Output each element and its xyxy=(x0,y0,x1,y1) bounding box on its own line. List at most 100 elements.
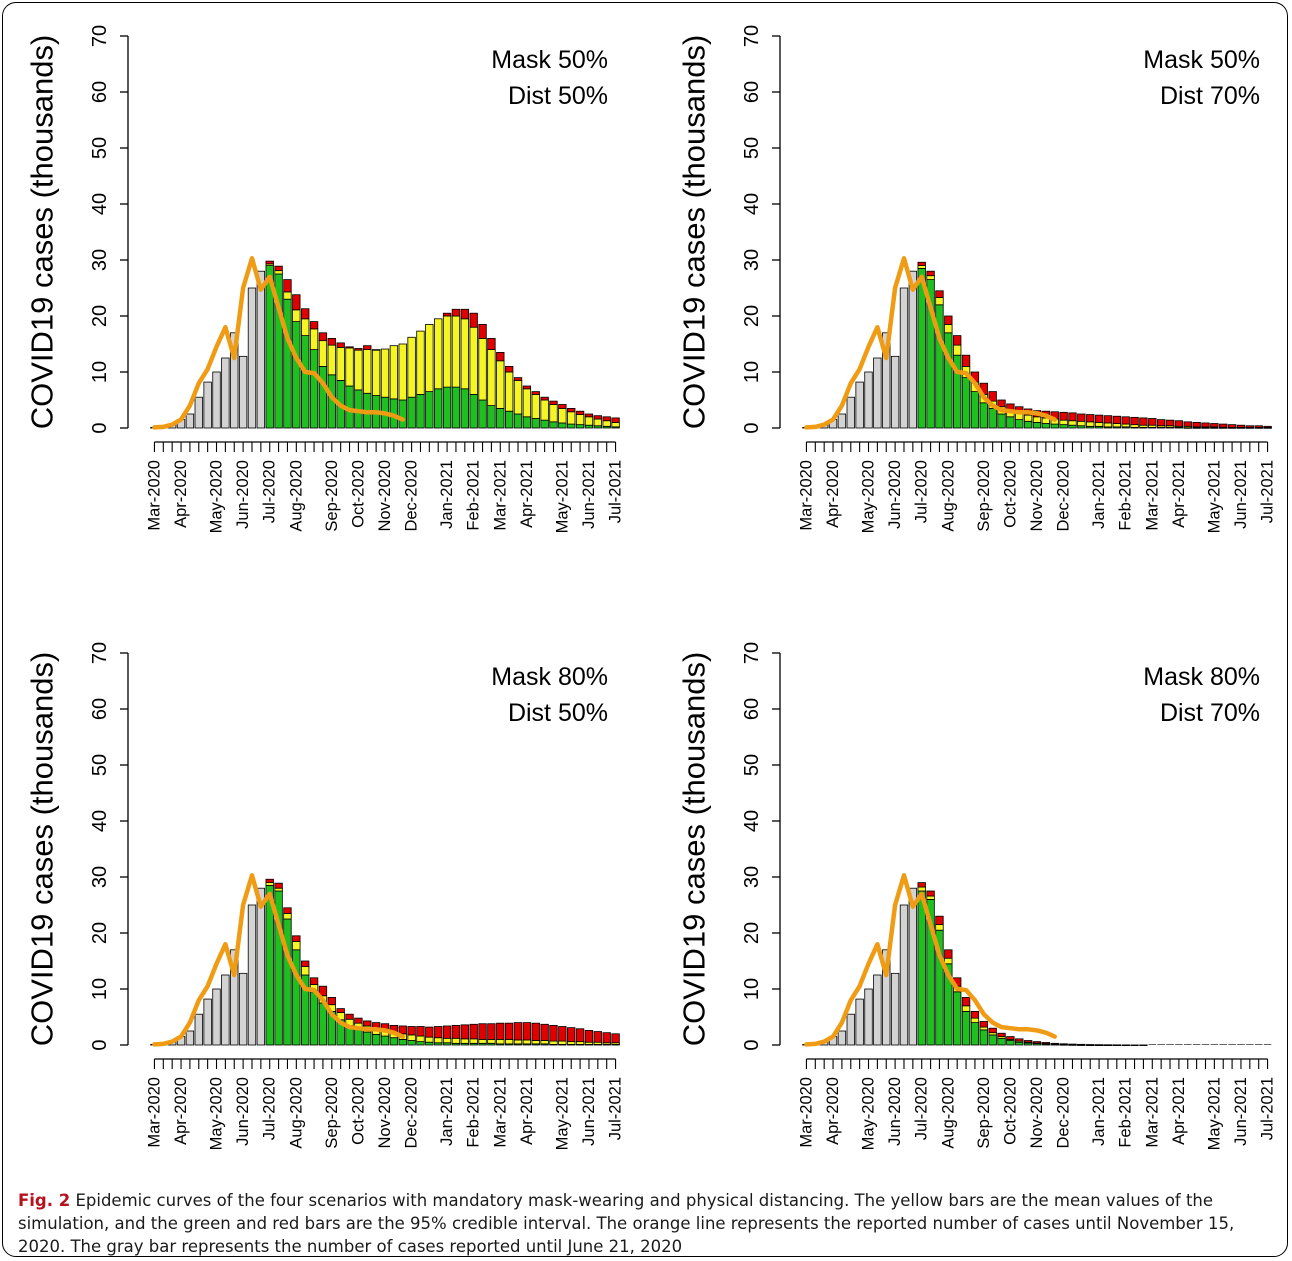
simulated-bar-upper xyxy=(979,1021,988,1028)
simulated-bar-mean xyxy=(265,882,274,886)
caption-label: Fig. 2 xyxy=(18,1191,71,1210)
simulated-bar-lower xyxy=(407,396,416,429)
simulated-bar-upper xyxy=(567,1027,576,1043)
simulated-bar-upper xyxy=(935,290,944,298)
simulated-bar-upper xyxy=(1086,1044,1095,1046)
chart-panel: 0 10 20 30 40 50 60 70 COVID19 cases (thousands)… xyxy=(25,642,625,1151)
x-tick-label: Aug-2020 xyxy=(939,1077,957,1149)
y-tick-label: 60 xyxy=(89,81,111,103)
x-tick-label: Dec-2020 xyxy=(403,1077,421,1149)
simulated-bar-lower xyxy=(549,421,558,429)
y-tick-label: 0 xyxy=(741,1039,763,1050)
simulated-bar-empty xyxy=(1210,1044,1219,1045)
simulated-bar-lower xyxy=(953,991,962,1046)
x-tick-label: Mar-2020 xyxy=(145,460,163,531)
x-tick-label: May-2021 xyxy=(1205,1077,1223,1150)
simulated-bar-upper xyxy=(1103,1044,1113,1046)
scenario-mask-label: Mask 50% xyxy=(1143,46,1260,74)
simulated-bar-mean xyxy=(593,418,602,427)
simulated-bar-upper xyxy=(513,1022,523,1041)
simulated-bar-upper xyxy=(1023,1040,1033,1043)
simulated-bar-mean xyxy=(513,379,523,415)
simulated-bar-upper xyxy=(1139,1044,1148,1046)
x-tick-label: Sep-2020 xyxy=(975,1077,993,1149)
simulated-bar-upper xyxy=(1263,425,1272,428)
simulated-bar-mean xyxy=(451,315,461,388)
simulated-bar-mean xyxy=(496,1038,505,1045)
reported-bar xyxy=(908,270,918,429)
simulated-bar-upper xyxy=(327,337,336,346)
simulated-bar-upper xyxy=(451,308,461,317)
simulated-bar-mean xyxy=(460,318,469,390)
simulated-bar-lower xyxy=(988,1034,997,1046)
x-tick-label: Sep-2020 xyxy=(323,1077,341,1149)
simulated-bar-upper xyxy=(558,404,567,409)
simulated-bar-upper xyxy=(283,907,292,914)
simulated-bar-upper xyxy=(531,1022,540,1041)
reported-bar xyxy=(899,287,909,429)
reported-bar xyxy=(882,949,891,1046)
x-tick-label: Oct-2020 xyxy=(1001,1077,1019,1145)
y-tick-label: 10 xyxy=(741,361,763,383)
simulated-bar-upper xyxy=(988,1027,997,1034)
simulated-bar-lower xyxy=(425,1041,434,1046)
simulated-bar-mean xyxy=(345,347,354,387)
simulated-bar-upper xyxy=(336,1008,345,1013)
y-tick-label: 40 xyxy=(741,810,763,832)
reported-bar xyxy=(837,413,847,429)
simulated-bar-lower xyxy=(478,399,487,429)
reported-bar xyxy=(864,371,873,429)
simulated-bar-empty xyxy=(1192,1044,1201,1045)
simulated-bar-upper xyxy=(944,315,953,325)
simulated-bar-upper xyxy=(575,410,585,415)
reported-bar xyxy=(212,371,221,429)
simulated-bar-mean xyxy=(1103,422,1113,428)
reported-cases-line xyxy=(152,256,405,430)
x-tick-label: Aug-2020 xyxy=(939,460,957,532)
simulated-bar-upper xyxy=(540,1023,549,1041)
simulated-bar-lower xyxy=(442,386,452,429)
simulated-bar-mean xyxy=(442,1037,452,1044)
scenario-dist-label: Dist 70% xyxy=(1160,82,1260,110)
simulated-bar-upper xyxy=(301,308,310,320)
simulated-bar-upper xyxy=(944,949,953,959)
x-tick-label: May-2020 xyxy=(208,460,226,533)
simulated-bar-mean xyxy=(944,323,953,334)
simulated-bar-lower xyxy=(283,298,292,429)
simulated-bar-mean xyxy=(380,348,390,398)
reported-bar xyxy=(221,357,230,429)
simulated-bar-lower xyxy=(988,407,997,429)
simulated-bar-mean xyxy=(1086,421,1095,427)
simulated-bar-upper xyxy=(496,1022,505,1040)
x-tick-label: Dec-2020 xyxy=(1055,460,1073,532)
simulated-bar-upper xyxy=(469,312,478,328)
y-tick-label: 0 xyxy=(741,422,763,433)
simulated-bar-lower xyxy=(309,991,319,1046)
simulated-bar-upper xyxy=(354,348,363,351)
x-tick-label: Apr-2020 xyxy=(172,1077,190,1145)
x-tick-label: Mar-2021 xyxy=(491,460,509,531)
simulated-bar-mean xyxy=(1077,420,1086,427)
simulated-bar-upper xyxy=(602,416,611,422)
simulated-bar-lower xyxy=(979,1029,988,1046)
x-tick-label: Jul-2021 xyxy=(1259,460,1277,523)
y-axis-label: COVID19 cases (thousands) xyxy=(25,35,60,430)
simulated-bar-upper xyxy=(292,935,301,942)
y-tick-label: 70 xyxy=(741,25,763,47)
reported-bar xyxy=(230,332,239,429)
simulated-bar-upper xyxy=(1086,414,1095,423)
x-tick-label: Feb-2021 xyxy=(1117,460,1135,531)
reported-bar xyxy=(846,1013,855,1046)
simulated-bar-upper xyxy=(1103,415,1113,424)
y-tick-label: 20 xyxy=(741,922,763,944)
simulated-bar-upper xyxy=(961,996,971,1007)
simulated-bar-mean xyxy=(389,345,399,400)
simulated-bar-mean xyxy=(917,265,926,269)
reported-bar xyxy=(882,332,891,429)
simulated-bar-lower xyxy=(567,423,576,429)
simulated-bar-lower xyxy=(389,1037,399,1046)
y-tick-label: 40 xyxy=(89,810,111,832)
x-tick-label: Jul-2021 xyxy=(1259,1077,1277,1140)
simulated-bar-upper xyxy=(513,377,523,381)
